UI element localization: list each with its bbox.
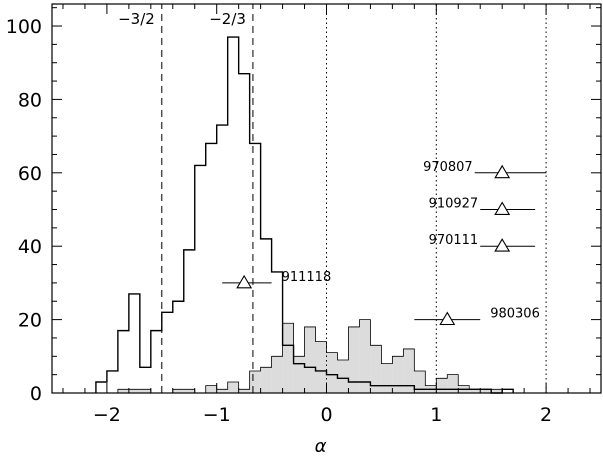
filled-histogram-bar: [491, 389, 503, 393]
reference-line-label: −2/3: [209, 10, 246, 28]
y-tick-label: 60: [18, 163, 42, 185]
filled-histogram-bar: [337, 359, 349, 393]
filled-histogram-bar: [480, 389, 492, 393]
y-tick-label: 80: [18, 89, 42, 111]
x-tick-label: −1: [203, 404, 231, 426]
filled-histogram-bar: [348, 326, 360, 393]
filled-histogram-bar: [414, 370, 426, 393]
filled-histogram-bar: [271, 356, 283, 393]
filled-histogram-layer: [117, 319, 503, 394]
x-axis-label: α: [315, 436, 327, 456]
filled-histogram-bar: [370, 345, 382, 393]
point-label: 980306: [490, 307, 540, 322]
reference-lines-layer: −3/2 −2/3: [118, 4, 547, 393]
triangle-point-marker: [494, 164, 511, 179]
y-tick-label: 100: [6, 16, 42, 38]
outline-histogram-layer: [95, 36, 514, 394]
y-tick-label: 40: [18, 236, 42, 258]
x-tick-label: 1: [430, 404, 442, 426]
x-tick-label: 0: [320, 404, 332, 426]
filled-histogram-bar: [260, 367, 272, 393]
triangle-point-marker: [439, 311, 456, 326]
filled-histogram-bar: [128, 389, 140, 393]
filled-histogram-bar: [282, 323, 294, 393]
filled-histogram-bar: [117, 389, 129, 393]
filled-histogram-bar: [205, 385, 217, 393]
filled-histogram-bar: [304, 326, 316, 393]
filled-histogram-bar: [183, 389, 195, 393]
filled-histogram-bar: [216, 389, 228, 393]
filled-histogram-bar: [139, 389, 151, 393]
filled-histogram-bar: [403, 348, 415, 393]
filled-histogram-bar: [447, 374, 459, 393]
triangle-point-marker: [236, 274, 253, 289]
y-tick-label: 0: [30, 383, 42, 405]
outline-histogram-line: [95, 36, 514, 394]
triangle-point-marker: [494, 201, 511, 215]
reference-line-label: −3/2: [118, 10, 155, 28]
filled-histogram-bar: [392, 356, 404, 393]
y-tick-label: 20: [18, 310, 42, 332]
filled-histogram-bar: [359, 319, 371, 393]
filled-histogram-bar: [172, 389, 184, 393]
filled-histogram-bar: [381, 363, 393, 393]
point-label: 910927: [429, 197, 479, 212]
triangle-point-marker: [494, 238, 511, 252]
point-label: 970807: [423, 160, 473, 175]
point-label: 970111: [429, 233, 479, 248]
filled-histogram-bar: [249, 370, 261, 393]
filled-histogram-bar: [293, 356, 305, 393]
x-tick-label: −2: [93, 404, 121, 426]
filled-histogram-bar: [326, 352, 338, 393]
filled-histogram-bar: [238, 389, 250, 393]
filled-histogram-bar: [436, 378, 448, 393]
filled-histogram-bar: [469, 389, 481, 393]
filled-histogram-bar: [227, 381, 239, 393]
x-tick-label: 2: [540, 404, 552, 426]
burst-points-layer: 970807 910927 970111 911118 980306: [222, 160, 547, 326]
point-label: 911118: [282, 270, 332, 285]
filled-histogram-bar: [315, 341, 327, 393]
